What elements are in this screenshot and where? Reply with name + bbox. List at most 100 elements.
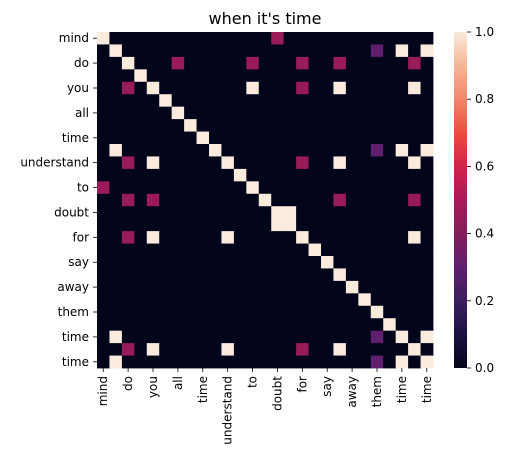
heatmap-cell: [97, 94, 110, 108]
heatmap-cell: [97, 69, 110, 83]
heatmap-cell: [283, 131, 297, 145]
heatmap-cell: [321, 106, 334, 120]
heatmap-cell: [358, 94, 372, 108]
heatmap-cell: [296, 56, 309, 70]
heatmap-cell: [134, 231, 148, 244]
heatmap-cell: [97, 268, 110, 282]
heatmap-cell: [209, 280, 222, 294]
heatmap-cell: [271, 231, 285, 244]
heatmap-cell: [395, 94, 409, 108]
heatmap-cell: [358, 119, 372, 132]
heatmap-cell: [258, 193, 272, 207]
heatmap-cell: [258, 144, 272, 157]
colorbar-tick-label: 0.2: [475, 294, 494, 308]
heatmap-cell: [121, 131, 135, 145]
heatmap-cell: [358, 32, 372, 45]
heatmap-cell: [121, 268, 135, 282]
heatmap-cell: [383, 131, 397, 145]
heatmap-cell: [221, 293, 235, 307]
heatmap-cell: [246, 193, 260, 207]
heatmap-cell: [184, 231, 197, 244]
heatmap-cell: [321, 193, 334, 207]
heatmap-cell: [408, 293, 421, 307]
heatmap-cell: [184, 256, 197, 269]
heatmap-cell: [184, 318, 197, 332]
heatmap-cell: [121, 94, 135, 108]
row-tick-label: doubt: [54, 205, 89, 219]
heatmap-cell: [196, 318, 210, 332]
heatmap-cell: [246, 293, 260, 307]
heatmap-cell: [308, 193, 322, 207]
heatmap-cell: [345, 44, 359, 58]
heatmap-cell: [408, 318, 421, 332]
heatmap-cell: [97, 243, 110, 257]
heatmap-cell: [97, 355, 110, 369]
heatmap-cell: [383, 193, 397, 207]
heatmap-cell: [420, 106, 434, 120]
heatmap-cell: [358, 231, 372, 244]
heatmap-cell: [283, 44, 297, 58]
heatmap-cell: [283, 56, 297, 70]
heatmap-cell: [370, 218, 384, 232]
heatmap-cell: [321, 81, 334, 95]
heatmap-cell: [271, 330, 285, 344]
heatmap-cell: [246, 94, 260, 108]
heatmap-cell: [271, 268, 285, 282]
heatmap-cell: [196, 144, 210, 157]
heatmap-cell: [383, 119, 397, 132]
heatmap-cell: [109, 318, 123, 332]
heatmap-cell: [221, 44, 235, 58]
heatmap-cell: [233, 181, 247, 195]
heatmap-cell: [109, 94, 123, 108]
heatmap-cell: [109, 32, 123, 45]
heatmap-cell: [258, 256, 272, 269]
heatmap-cell: [221, 280, 235, 294]
heatmap-cell: [258, 330, 272, 344]
heatmap-cell: [221, 32, 235, 45]
heatmap-cell: [258, 56, 272, 70]
heatmap-cell: [171, 330, 185, 344]
heatmap-cell: [283, 193, 297, 207]
heatmap-cell: [383, 293, 397, 307]
heatmap-cell: [408, 56, 421, 70]
heatmap-cell: [345, 131, 359, 145]
row-tick-label: away: [57, 280, 89, 294]
heatmap-cell: [271, 94, 285, 108]
heatmap-cell: [233, 56, 247, 70]
heatmap-cell: [321, 156, 334, 170]
heatmap-cell: [184, 330, 197, 344]
heatmap-cell: [171, 32, 185, 45]
heatmap-cell: [221, 343, 235, 356]
heatmap-cell: [146, 181, 160, 195]
heatmap-cell: [134, 69, 148, 83]
row-tick-label: say: [68, 255, 89, 269]
heatmap-cell: [196, 243, 210, 257]
heatmap-cell: [246, 181, 260, 195]
heatmap-cell: [408, 156, 421, 170]
heatmap-cell: [420, 330, 434, 344]
heatmap-cell: [395, 119, 409, 132]
col-tick-label: you: [146, 376, 160, 398]
heatmap-cell: [221, 206, 235, 220]
heatmap-cell: [358, 355, 372, 369]
heatmap-cell: [333, 268, 347, 282]
row-tick-label: them: [58, 305, 89, 319]
heatmap-cell: [395, 343, 409, 356]
heatmap-cell: [109, 44, 123, 58]
heatmap-cell: [308, 131, 322, 145]
heatmap-cell: [333, 305, 347, 319]
heatmap-cell: [321, 355, 334, 369]
heatmap-cell: [246, 168, 260, 182]
heatmap-cell: [420, 193, 434, 207]
heatmap-cell: [258, 32, 272, 45]
heatmap-cell: [121, 119, 135, 132]
heatmap-cell: [321, 69, 334, 83]
heatmap-cell: [395, 32, 409, 45]
heatmap-cell: [97, 181, 110, 195]
heatmap-cell: [134, 131, 148, 145]
heatmap-cell: [159, 243, 173, 257]
heatmap-cell: [345, 144, 359, 157]
heatmap-cell: [233, 44, 247, 58]
heatmap-cell: [408, 193, 421, 207]
heatmap-cell: [395, 168, 409, 182]
